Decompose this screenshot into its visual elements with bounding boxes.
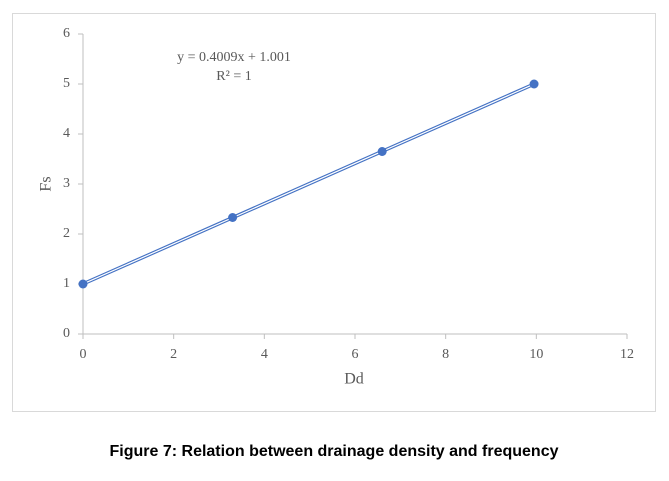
y-tick-label: 6 — [63, 26, 70, 41]
y-tick-label: 4 — [63, 126, 70, 141]
y-tick-label: 1 — [63, 276, 70, 291]
y-tick-label: 3 — [63, 176, 70, 191]
y-tick-label: 5 — [63, 76, 70, 91]
r-squared: R² = 1 — [216, 69, 251, 84]
x-tick-label: 4 — [261, 347, 268, 362]
x-tick-label: 6 — [352, 347, 359, 362]
data-point — [228, 213, 238, 222]
y-tick-label: 0 — [63, 326, 70, 341]
chart-frame — [12, 13, 656, 412]
data-point — [529, 79, 539, 89]
x-tick-label: 0 — [80, 347, 87, 362]
figure-caption: Figure 7: Relation between drainage dens… — [110, 443, 559, 460]
x-tick-label: 8 — [442, 347, 449, 362]
y-tick-label: 2 — [63, 226, 70, 241]
data-point — [78, 279, 88, 289]
trendline-core — [82, 83, 535, 285]
x-tick-label: 2 — [170, 347, 177, 362]
x-axis-title: Dd — [344, 371, 364, 388]
trend-equation: y = 0.4009x + 1.001 — [177, 50, 291, 65]
x-tick-label: 10 — [529, 347, 543, 362]
y-axis-title: Fs — [38, 176, 55, 191]
data-point — [377, 147, 387, 156]
x-tick-label: 12 — [620, 347, 634, 362]
